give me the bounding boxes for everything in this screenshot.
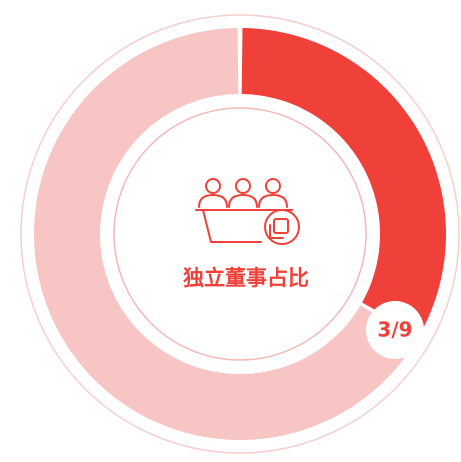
donut-segment [241,28,446,335]
donut-segment [34,28,418,440]
board-icon [195,178,300,245]
outer-ring [20,14,460,454]
chart-title: 独立董事占比 [183,266,309,290]
value-label: 3/9 [377,318,412,342]
donut [34,28,446,440]
inner-ring [113,107,367,361]
label-badge [366,301,424,359]
